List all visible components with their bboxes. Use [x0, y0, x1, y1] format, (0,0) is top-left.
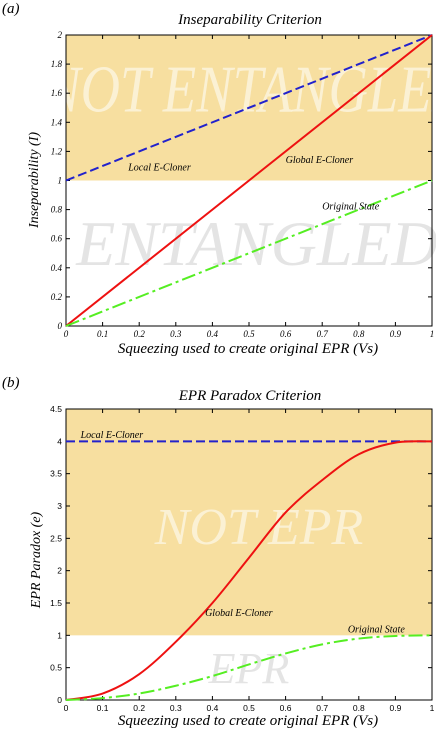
- x-tick-label-a: 0.2: [134, 329, 146, 339]
- series-line-global-e-clonera: [65, 34, 433, 327]
- y-tick-label-a: 0.8: [51, 205, 63, 215]
- y-tick-label-b: 0: [57, 695, 62, 705]
- series-label-b: Local E-Cloner: [80, 430, 144, 441]
- y-tick-label-a: 1.2: [51, 146, 63, 156]
- panel-a: (a) Inseparability Criterion NOT ENTANGL…: [2, 1, 436, 357]
- watermark-bottom-a: ENTANGLED: [75, 208, 436, 279]
- panel-b: (b) EPR Paradox Criterion NOT EPR EPR 0 0.1…: [2, 375, 435, 729]
- y-tick-label-a: 2: [58, 30, 63, 40]
- chart-title-a: Inseparability Criterion: [177, 12, 322, 28]
- y-tick-label-a: 0.2: [51, 292, 63, 302]
- watermark-bottom-b: EPR: [208, 644, 290, 693]
- y-tick-label-b: 2.5: [50, 533, 62, 543]
- x-tick-label-b: 0.5: [243, 703, 255, 713]
- x-tick-label-a: 0: [64, 329, 69, 339]
- y-tick-label-b: 3.5: [50, 469, 62, 479]
- x-tick-label-a: 0.8: [353, 329, 365, 339]
- y-tick-label-a: 1.4: [51, 117, 63, 127]
- y-tick-label-a: 1.8: [51, 59, 63, 69]
- y-tick-label-a: 1: [58, 176, 63, 186]
- y-tick-label-a: 1.6: [51, 88, 63, 98]
- y-tick-label-b: 2: [57, 566, 62, 576]
- series-line-original-statea: [65, 179, 433, 327]
- watermark-top-b: NOT EPR: [154, 499, 364, 556]
- x-tick-label-b: 0.4: [206, 703, 218, 713]
- y-tick-label-a: 0.6: [51, 234, 63, 244]
- plot-area-a: NOT ENTANGLED ENTANGLED 0 0.1 0.2 0.3 0.4 0.5 0.…: [43, 30, 436, 339]
- series-line-local-e-clonera: [65, 34, 433, 182]
- x-tick-label-a: 0.4: [207, 329, 219, 339]
- x-tick-label-b: 0.1: [97, 703, 109, 713]
- plot-area-b: NOT EPR EPR 0 0.1 0.2 0.3 0.4 0.5 0.6 0.7 0.8 0.9 1 0…: [50, 404, 434, 713]
- series-label-b: Original State: [348, 625, 406, 636]
- y-tick-label-b: 4.5: [50, 404, 62, 414]
- x-tick-label-b: 0.7: [316, 703, 328, 713]
- series-line-original-stateb: [65, 634, 433, 701]
- x-tick-label-b: 1: [430, 703, 435, 713]
- x-tick-label-b: 0.9: [389, 703, 401, 713]
- series-label-a: Local E-Cloner: [127, 162, 191, 173]
- y-tick-label-b: 1: [57, 630, 62, 640]
- x-axis-label-a: Squeezing used to create original EPR (V…: [118, 341, 378, 357]
- x-tick-label-b: 0.2: [133, 703, 145, 713]
- y-tick-label-b: 0.5: [50, 663, 62, 673]
- x-tick-label-b: 0.8: [353, 703, 365, 713]
- x-tick-label-a: 0.6: [280, 329, 292, 339]
- y-axis-label-b: EPR Paradox (e): [29, 511, 44, 609]
- x-tick-label-b: 0.6: [280, 703, 292, 713]
- x-tick-label-a: 1: [430, 329, 435, 339]
- x-tick-label-a: 0.9: [390, 329, 402, 339]
- panel-label-a: (a): [2, 1, 20, 17]
- x-tick-label-a: 0.1: [97, 329, 108, 339]
- x-axis-label-b: Squeezing used to create original EPR (V…: [118, 713, 378, 729]
- chart-title-b: EPR Paradox Criterion: [178, 388, 322, 404]
- series-label-a: Global E-Cloner: [286, 155, 354, 166]
- y-tick-label-b: 1.5: [50, 598, 62, 608]
- series-label-a: Original State: [322, 202, 380, 213]
- panel-label-b: (b): [2, 375, 20, 391]
- y-tick-label-a: 0.4: [51, 263, 63, 273]
- y-tick-label-b: 3: [57, 501, 62, 511]
- shaded-region-b: [66, 409, 432, 636]
- x-tick-label-b: 0.3: [170, 703, 182, 713]
- x-tick-label-b: 0: [64, 703, 69, 713]
- series-line-global-e-clonerb: [65, 440, 433, 701]
- y-tick-label-a: 0: [58, 321, 63, 331]
- y-tick-label-b: 4: [57, 436, 62, 446]
- series-label-b: Global E-Cloner: [205, 608, 273, 619]
- x-tick-label-a: 0.3: [170, 329, 182, 339]
- watermark-top-a: NOT ENTANGLED: [43, 53, 436, 126]
- x-tick-label-a: 0.5: [243, 329, 255, 339]
- y-axis-label-a: Inseparability (I): [27, 132, 42, 229]
- x-tick-label-a: 0.7: [317, 329, 329, 339]
